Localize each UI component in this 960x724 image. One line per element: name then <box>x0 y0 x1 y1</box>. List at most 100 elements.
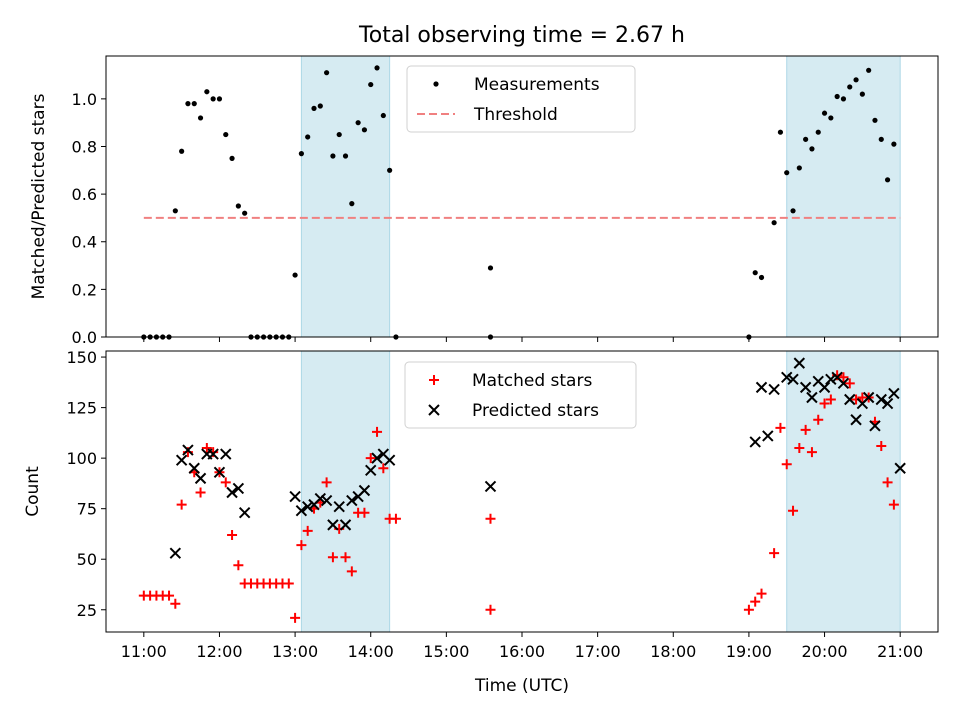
matched-star-point <box>788 505 799 516</box>
x-tick-label: 18:00 <box>650 642 696 661</box>
measurement-point <box>834 93 840 100</box>
matched-star-point <box>321 477 332 488</box>
measurement-point <box>809 146 815 152</box>
measurement-point <box>771 220 777 226</box>
x-tick-label: 20:00 <box>801 642 847 661</box>
measurement-point <box>342 153 349 159</box>
matched-star-point <box>794 443 805 454</box>
measurement-point <box>317 103 323 109</box>
measurement-point <box>185 101 191 107</box>
x-tick-label: 17:00 <box>575 642 621 661</box>
predicted-star-point <box>232 482 245 495</box>
predicted-star-point <box>295 504 308 517</box>
legend-swatch <box>429 375 439 385</box>
matched-star-point <box>813 414 824 425</box>
measurement-point <box>847 84 853 90</box>
shaded-interval <box>786 350 901 633</box>
x-tick-label: 16:00 <box>499 642 545 661</box>
measurement-point <box>223 131 229 138</box>
y-tick-label: 100 <box>66 449 97 468</box>
predicted-star-point <box>365 464 377 476</box>
measurement-point <box>368 81 374 88</box>
measurement-point <box>235 203 241 209</box>
matched-star-point <box>176 499 187 510</box>
measurement-point <box>324 70 330 76</box>
matched-star-point <box>743 604 754 615</box>
matched-star-point <box>750 596 761 607</box>
measurement-point <box>821 110 828 116</box>
legend: Matched stars Predicted stars <box>404 361 637 429</box>
y-axis-label: Matched/Predicted stars <box>29 93 49 299</box>
predicted-star-point <box>182 444 194 456</box>
predicted-star-point <box>238 507 251 519</box>
measurement-point <box>204 89 210 95</box>
measurement-point <box>191 101 197 107</box>
measurement-point <box>210 96 216 102</box>
measurement-point <box>374 65 380 71</box>
predicted-star-point <box>862 391 875 404</box>
matched-star-point <box>195 487 206 498</box>
predicted-star-point <box>194 472 207 485</box>
x-axis-label: Time (UTC) <box>474 676 569 696</box>
matched-star-point <box>220 477 231 488</box>
predicted-star-point <box>383 454 396 466</box>
measurement-point <box>784 170 790 176</box>
chart-title: Total observing time = 2.67 h <box>358 23 685 48</box>
measurement-point <box>878 136 884 142</box>
matched-star-point <box>838 372 849 383</box>
matched-star-point <box>485 513 496 524</box>
predicted-star-point <box>320 494 333 507</box>
y-tick-label: 150 <box>66 348 97 367</box>
matched-star-point <box>825 394 836 405</box>
predicted-star-point <box>346 494 358 507</box>
y-tick-label: 125 <box>66 399 97 418</box>
y-tick-label: 1.0 <box>72 90 97 109</box>
predicted-star-point <box>358 484 371 497</box>
measurement-point <box>777 129 784 135</box>
legend-swatch <box>428 404 440 416</box>
measurement-point <box>872 117 878 123</box>
measurement-point <box>349 201 355 207</box>
matched-star-point <box>302 525 313 536</box>
matched-star-point <box>819 398 830 409</box>
predicted-star-point <box>762 430 774 442</box>
y-tick-label: 0.6 <box>72 185 97 204</box>
x-tick-label: 12:00 <box>196 642 242 661</box>
legend-box <box>406 65 636 133</box>
matched-star-point <box>378 463 389 474</box>
predicted-star-point <box>226 486 238 499</box>
measurement-point <box>172 208 178 214</box>
matched-star-point <box>800 424 811 435</box>
matched-star-point <box>756 588 767 599</box>
matched-star-point <box>485 604 496 615</box>
predicted-star-point <box>314 492 327 505</box>
predicted-star-point <box>175 454 188 466</box>
predicted-star-point <box>881 397 894 410</box>
matched-star-point <box>775 422 786 433</box>
matched-star-point <box>372 426 383 437</box>
matched-star-point <box>359 507 370 518</box>
measurement-point <box>790 208 796 214</box>
measurement-point <box>305 134 311 140</box>
matched-star-point <box>806 447 817 458</box>
predicted-star-point <box>850 414 862 426</box>
x-tick-label: 11:00 <box>121 642 167 661</box>
y-tick-label: 0.4 <box>72 233 97 252</box>
matched-star-point <box>227 529 238 540</box>
matched-star-point <box>290 612 301 623</box>
predicted-star-point <box>371 452 383 464</box>
shaded-interval <box>300 55 391 338</box>
matched-star-point <box>170 598 181 609</box>
x-tick-label: 14:00 <box>348 642 394 661</box>
measurement-point <box>311 105 317 111</box>
matched-star-point <box>390 513 401 524</box>
matched-star-point <box>844 378 855 389</box>
legend-label: Measurements <box>474 75 600 95</box>
predicted-star-point <box>289 490 301 503</box>
y-tick-label: 50 <box>77 550 97 569</box>
legend-label: Matched stars <box>472 371 592 391</box>
predicted-star-point <box>787 373 799 386</box>
legend-swatch <box>433 81 439 87</box>
predicted-star-point <box>869 420 881 432</box>
